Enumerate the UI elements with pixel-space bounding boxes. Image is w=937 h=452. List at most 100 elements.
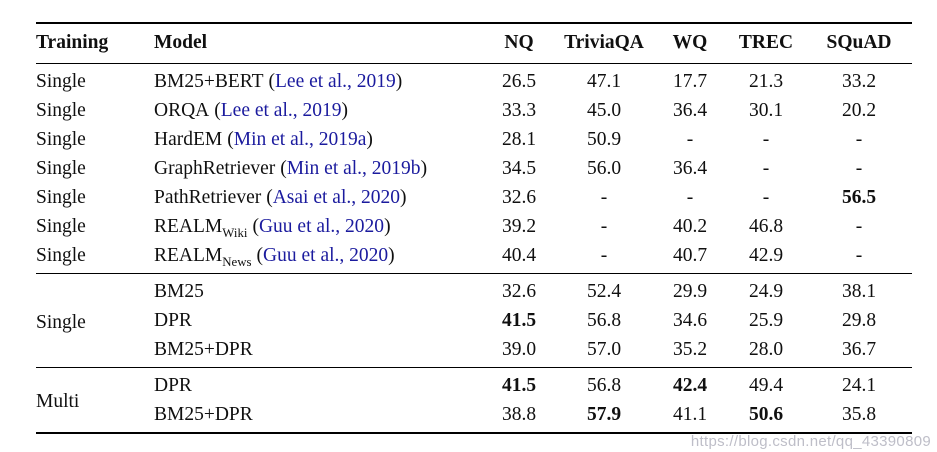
- score-cell-best: 42.4: [672, 375, 708, 396]
- col-header-training: Training: [36, 32, 109, 53]
- score-cell: 36.4: [672, 100, 708, 121]
- table-row: Single REALMNews (Guu et al., 2020) 40.4 …: [36, 241, 912, 274]
- training-group-cell: Multi: [36, 391, 80, 412]
- training-group-cell: Single: [36, 311, 86, 333]
- table-row: Single REALMWiki (Guu et al., 2020) 39.2 …: [36, 212, 912, 241]
- paren: ): [420, 158, 428, 179]
- score-cell: 52.4: [586, 281, 622, 302]
- score-cell: 40.7: [672, 245, 708, 266]
- section-multi-dpr: Multi DPR 41.5 56.8 42.4 49.4 24.1 BM25+…: [36, 367, 912, 434]
- score-cell: 47.1: [586, 71, 622, 92]
- score-cell: 41.1: [672, 404, 708, 425]
- score-cell-best: 57.9: [586, 404, 622, 425]
- score-cell: -: [855, 158, 863, 179]
- score-cell: -: [855, 245, 863, 266]
- score-cell: -: [855, 216, 863, 237]
- score-cell: 29.8: [841, 310, 877, 331]
- model-name: ORQA: [154, 100, 210, 121]
- citation-link[interactable]: Min et al., 2019b: [286, 158, 421, 179]
- score-cell: -: [686, 187, 694, 208]
- score-cell: 24.1: [841, 375, 877, 396]
- model-name: PathRetriever: [154, 187, 262, 208]
- paren: ): [341, 100, 349, 121]
- model-cell: BM25+BERT (Lee et al., 2019): [154, 64, 484, 97]
- score-cell: 17.7: [672, 71, 708, 92]
- score-cell-best: 41.5: [501, 375, 537, 396]
- score-cell: 42.9: [748, 245, 784, 266]
- paren: (: [227, 129, 234, 150]
- model-name: GraphRetriever: [154, 158, 276, 179]
- table-row: BM25+DPR 39.0 57.0 35.2 28.0 36.7: [36, 335, 912, 368]
- model-cell: ORQA (Lee et al., 2019): [154, 96, 484, 125]
- training-cell: Single: [36, 245, 86, 266]
- paren: (: [280, 158, 287, 179]
- score-cell: 36.4: [672, 158, 708, 179]
- training-cell: Single: [36, 100, 86, 121]
- paren: ): [388, 245, 395, 266]
- citation-link[interactable]: Asai et al., 2020: [272, 187, 400, 208]
- score-cell: 32.6: [501, 281, 537, 302]
- score-cell: 40.2: [672, 216, 708, 237]
- section-single-baselines: Single BM25+BERT (Lee et al., 2019) 26.5 …: [36, 63, 912, 274]
- score-cell: 35.2: [672, 339, 708, 360]
- score-cell: 35.8: [841, 404, 877, 425]
- score-cell: 36.7: [841, 339, 877, 360]
- score-cell: 33.3: [501, 100, 537, 121]
- score-cell: 34.6: [672, 310, 708, 331]
- score-cell: 20.2: [841, 100, 877, 121]
- table-row: BM25+DPR 38.8 57.9 41.1 50.6 35.8: [36, 400, 912, 433]
- table-row: Single HardEM (Min et al., 2019a) 28.1 50…: [36, 125, 912, 154]
- score-cell: 40.4: [501, 245, 537, 266]
- model-cell: DPR: [154, 375, 192, 396]
- model-subscript: Wiki: [222, 225, 248, 240]
- score-cell: -: [600, 245, 608, 266]
- paren: ): [399, 187, 407, 208]
- score-cell: 49.4: [748, 375, 784, 396]
- score-cell: 34.5: [501, 158, 537, 179]
- paren: ): [384, 216, 391, 237]
- results-table: Training Model NQ TriviaQA WQ TREC SQuAD…: [36, 22, 912, 434]
- table-row: Multi DPR 41.5 56.8 42.4 49.4 24.1: [36, 368, 912, 412]
- score-cell: 56.8: [586, 310, 622, 331]
- table-row: Single GraphRetriever (Min et al., 2019b)…: [36, 154, 912, 183]
- score-cell: 26.5: [501, 71, 537, 92]
- paren: ): [366, 129, 373, 150]
- score-cell: 50.9: [586, 129, 622, 150]
- training-cell: Single: [36, 216, 86, 237]
- score-cell-best: 41.5: [501, 310, 537, 331]
- section-single-dpr: Single BM25 32.6 52.4 29.9 24.9 38.1 DPR…: [36, 273, 912, 368]
- model-cell: PathRetriever (Asai et al., 2020): [154, 183, 484, 212]
- model-cell: DPR: [154, 310, 192, 331]
- score-cell: -: [600, 216, 608, 237]
- score-cell: 29.9: [672, 281, 708, 302]
- score-cell: 39.0: [501, 339, 537, 360]
- model-cell: REALMNews (Guu et al., 2020): [154, 241, 484, 274]
- citation-link[interactable]: Min et al., 2019a: [233, 129, 367, 150]
- model-subscript: News: [222, 254, 252, 269]
- paren: (: [266, 187, 273, 208]
- training-cell: Single: [36, 71, 86, 92]
- model-name: REALM: [154, 245, 223, 266]
- score-cell: -: [762, 158, 770, 179]
- paren: (: [256, 245, 264, 266]
- score-cell: 33.2: [841, 71, 877, 92]
- score-cell: 30.1: [748, 100, 784, 121]
- citation-link[interactable]: Guu et al., 2020: [258, 216, 385, 237]
- training-cell: Single: [36, 129, 86, 150]
- model-cell: BM25: [154, 281, 204, 302]
- col-header-model: Model: [154, 32, 208, 53]
- table-row: Single BM25 32.6 52.4 29.9 24.9 38.1: [36, 274, 912, 333]
- citation-link[interactable]: Lee et al., 2019: [275, 71, 396, 92]
- model-name: HardEM: [154, 129, 223, 150]
- score-cell: -: [686, 129, 694, 150]
- table-row: Single PathRetriever (Asai et al., 2020) …: [36, 183, 912, 212]
- score-cell: -: [762, 187, 770, 208]
- paren: (: [268, 71, 276, 92]
- citation-link[interactable]: Guu et al., 2020: [263, 245, 389, 266]
- model-cell: BM25+DPR: [154, 404, 253, 425]
- col-header-trec: TREC: [738, 32, 794, 53]
- paren: (: [214, 100, 221, 121]
- citation-link[interactable]: Lee et al., 2019: [220, 100, 342, 121]
- paren: ): [395, 71, 403, 92]
- score-cell: 24.9: [748, 281, 784, 302]
